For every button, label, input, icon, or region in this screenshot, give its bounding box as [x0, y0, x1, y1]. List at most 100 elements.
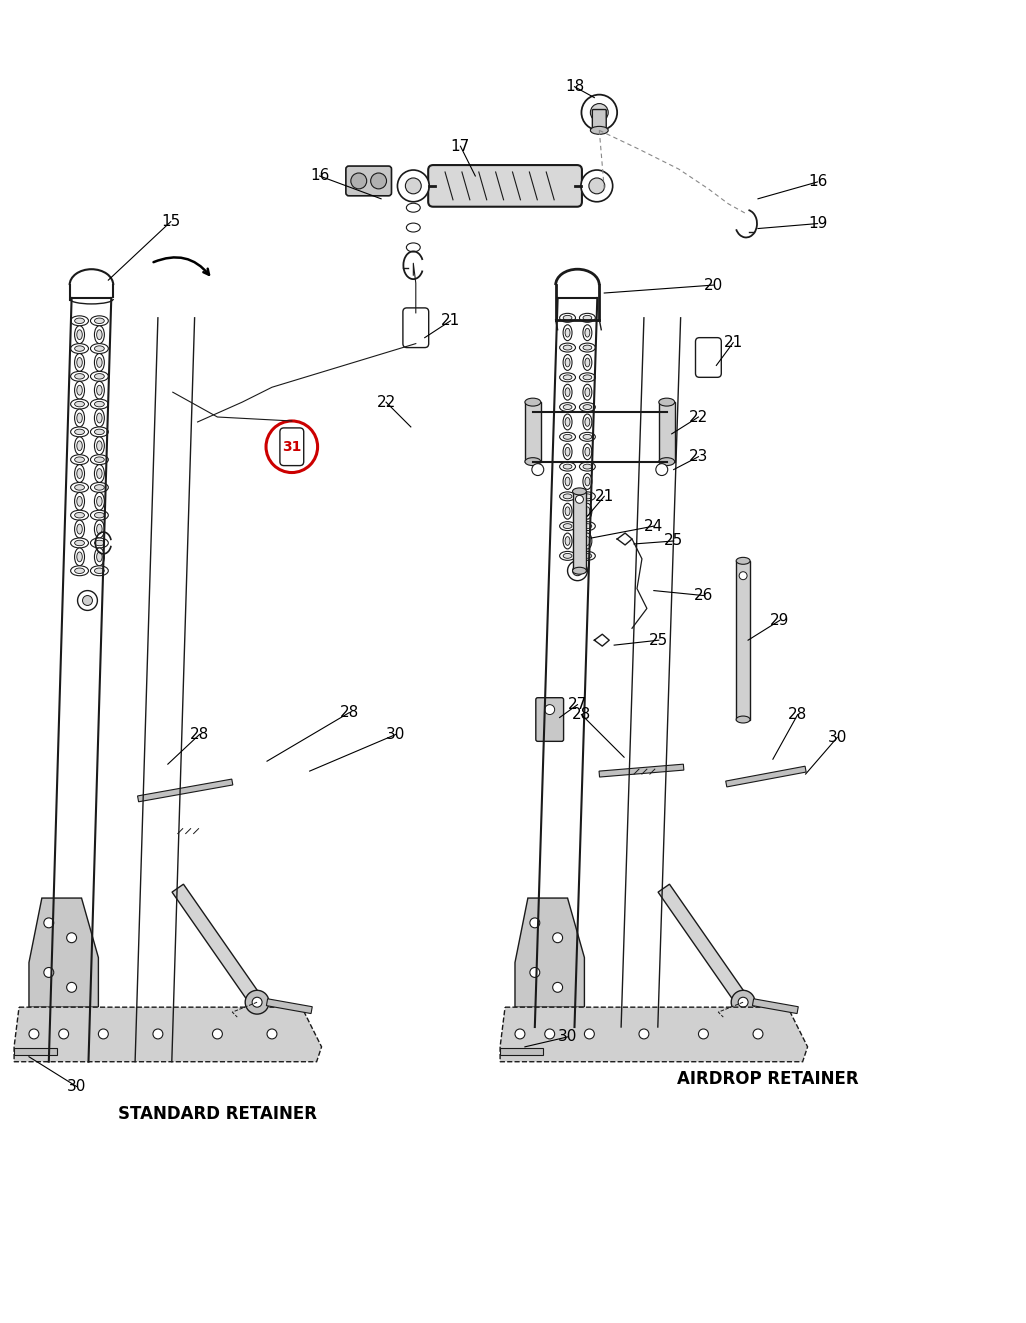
Circle shape [44, 967, 53, 978]
Ellipse shape [565, 418, 570, 426]
Ellipse shape [90, 427, 109, 437]
Ellipse shape [583, 533, 592, 549]
Text: 16: 16 [310, 168, 329, 184]
Circle shape [252, 998, 262, 1007]
Ellipse shape [96, 496, 103, 507]
Ellipse shape [406, 224, 421, 232]
Polygon shape [137, 779, 233, 802]
Polygon shape [599, 765, 684, 777]
FancyBboxPatch shape [346, 167, 392, 196]
Ellipse shape [75, 429, 84, 435]
Ellipse shape [90, 538, 109, 548]
Text: 30: 30 [828, 730, 847, 745]
Ellipse shape [75, 512, 84, 517]
Polygon shape [172, 884, 263, 1007]
Ellipse shape [77, 329, 82, 340]
Ellipse shape [659, 458, 675, 466]
Circle shape [515, 1029, 525, 1039]
Ellipse shape [563, 355, 573, 370]
Text: 18: 18 [565, 79, 584, 94]
Circle shape [267, 1029, 277, 1039]
Ellipse shape [77, 552, 82, 562]
Text: 19: 19 [807, 216, 827, 232]
Ellipse shape [90, 400, 109, 409]
Text: 26: 26 [694, 587, 713, 603]
Ellipse shape [77, 385, 82, 396]
Ellipse shape [94, 409, 105, 427]
Ellipse shape [75, 409, 84, 427]
Circle shape [82, 595, 92, 606]
Ellipse shape [737, 557, 750, 565]
Ellipse shape [94, 353, 105, 372]
Text: 21: 21 [723, 335, 743, 351]
Text: 22: 22 [377, 394, 396, 410]
FancyBboxPatch shape [592, 110, 606, 131]
Circle shape [397, 171, 429, 202]
Ellipse shape [75, 318, 84, 324]
Circle shape [67, 983, 77, 992]
Ellipse shape [94, 325, 105, 344]
Ellipse shape [585, 359, 590, 366]
Ellipse shape [563, 503, 573, 519]
Ellipse shape [77, 524, 82, 534]
FancyBboxPatch shape [280, 427, 304, 466]
Ellipse shape [580, 373, 595, 382]
Text: 28: 28 [788, 706, 807, 722]
Text: 25: 25 [649, 632, 668, 648]
Ellipse shape [563, 434, 571, 439]
Ellipse shape [559, 552, 576, 561]
Ellipse shape [94, 373, 105, 380]
Ellipse shape [94, 484, 105, 490]
Ellipse shape [563, 315, 571, 320]
Ellipse shape [580, 552, 595, 561]
Text: 17: 17 [450, 139, 470, 153]
Ellipse shape [585, 537, 590, 545]
Ellipse shape [583, 405, 592, 410]
Ellipse shape [96, 413, 103, 423]
Text: 15: 15 [161, 214, 181, 229]
Text: 31: 31 [282, 439, 302, 454]
Ellipse shape [565, 447, 570, 456]
Ellipse shape [75, 353, 84, 372]
Ellipse shape [563, 464, 571, 470]
Circle shape [739, 572, 747, 579]
Circle shape [590, 103, 608, 122]
Ellipse shape [96, 357, 103, 368]
Text: 28: 28 [571, 706, 591, 722]
Ellipse shape [90, 372, 109, 381]
Ellipse shape [90, 344, 109, 353]
Circle shape [531, 463, 544, 475]
Circle shape [529, 918, 540, 927]
Ellipse shape [559, 462, 576, 471]
Text: 21: 21 [441, 314, 460, 328]
Ellipse shape [583, 315, 592, 320]
Polygon shape [500, 1007, 807, 1062]
Ellipse shape [585, 507, 590, 516]
Ellipse shape [585, 328, 590, 337]
Ellipse shape [590, 127, 608, 135]
Ellipse shape [563, 324, 573, 340]
Text: 27: 27 [567, 697, 587, 712]
Circle shape [576, 495, 584, 503]
Ellipse shape [565, 537, 570, 545]
Ellipse shape [583, 464, 592, 470]
Circle shape [98, 1029, 109, 1039]
Ellipse shape [563, 524, 571, 529]
Ellipse shape [90, 483, 109, 492]
Ellipse shape [71, 372, 88, 381]
Text: STANDARD RETAINER: STANDARD RETAINER [118, 1105, 317, 1123]
Circle shape [212, 1029, 223, 1039]
Ellipse shape [563, 474, 573, 490]
Ellipse shape [563, 553, 571, 558]
Ellipse shape [71, 566, 88, 576]
Circle shape [656, 463, 668, 475]
Circle shape [245, 991, 269, 1015]
Ellipse shape [96, 468, 103, 479]
Ellipse shape [94, 345, 105, 352]
Circle shape [545, 1029, 555, 1039]
Ellipse shape [94, 401, 105, 407]
Ellipse shape [77, 496, 82, 507]
Circle shape [529, 967, 540, 978]
Ellipse shape [585, 447, 590, 456]
Ellipse shape [559, 521, 576, 531]
